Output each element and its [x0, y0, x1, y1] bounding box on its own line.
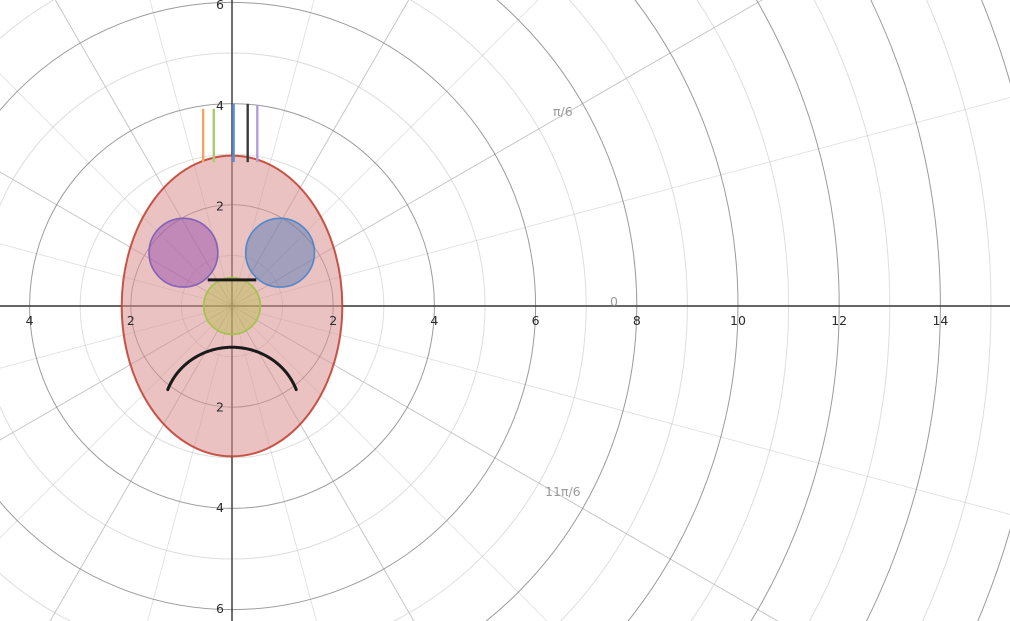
- y-tick-label: 4: [216, 98, 224, 113]
- mouth: [166, 345, 298, 392]
- x-tick-label: 14: [932, 313, 948, 328]
- x-tick-label: 4: [26, 313, 34, 328]
- polar-grid-spoke: [0, 243, 233, 307]
- polar-angle-label: 0: [610, 294, 618, 309]
- polar-grid-spoke: [231, 305, 548, 621]
- y-tick-label: 6: [216, 0, 224, 12]
- polar-angle-label: π/6: [553, 104, 573, 119]
- y-tick-label: 4: [216, 500, 224, 515]
- left-eye: [148, 217, 219, 288]
- polar-grid-spoke: [231, 0, 764, 307]
- polar-grid-spoke: [231, 97, 1010, 307]
- right-eye: [244, 217, 316, 288]
- polar-grid-spoke: [0, 305, 233, 441]
- polar-grid-spoke: [49, 305, 233, 621]
- nose: [202, 276, 262, 336]
- polar-grid-spoke: [147, 305, 233, 621]
- x-tick-label: 8: [633, 313, 641, 328]
- polar-grid-minor-circle: [690, 0, 789, 621]
- x-tick-label: 6: [532, 313, 540, 328]
- y-tick-label: 2: [216, 400, 224, 415]
- x-tick-label: 12: [831, 313, 847, 328]
- x-tick-label: 2: [127, 313, 135, 328]
- x-tick-label: 10: [730, 313, 746, 328]
- polar-grid-spoke: [231, 305, 779, 621]
- polar-grid-spoke: [231, 0, 410, 307]
- polar-grid-spoke: [231, 0, 539, 307]
- polar-angle-label: 11π/6: [545, 484, 581, 499]
- y-tick-label: 2: [216, 198, 224, 213]
- polar-grid-spoke: [231, 305, 317, 621]
- polar-grid-spoke: [231, 305, 1010, 515]
- polar-grid-spoke: [231, 0, 315, 307]
- x-tick-label: 4: [430, 313, 438, 328]
- polar-grid-minor-circle: [560, 0, 688, 621]
- polar-grid-spoke: [54, 0, 233, 307]
- polar-grid-spoke: [0, 73, 233, 307]
- polar-grid-spoke: [0, 305, 233, 539]
- polar-grid-spoke: [0, 305, 233, 369]
- polar-grid-spoke: [231, 305, 415, 621]
- x-tick-label: 2: [329, 313, 337, 328]
- y-tick-label: 6: [216, 601, 224, 616]
- polar-grid-spoke: [149, 0, 233, 307]
- face: [120, 154, 344, 458]
- face-group: [120, 154, 344, 458]
- polar-grid-spoke: [0, 171, 233, 307]
